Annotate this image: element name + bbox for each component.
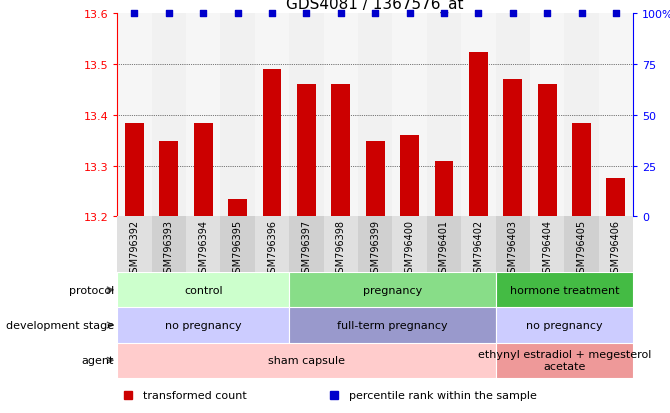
- Bar: [469, 52, 488, 217]
- Bar: [289, 308, 496, 343]
- Text: GSM796397: GSM796397: [302, 220, 312, 279]
- Bar: [461, 217, 496, 273]
- Text: agent: agent: [82, 355, 114, 366]
- Text: GSM796402: GSM796402: [474, 220, 483, 279]
- Text: GSM796393: GSM796393: [164, 220, 174, 278]
- Bar: [117, 343, 496, 378]
- Text: GSM796392: GSM796392: [129, 220, 139, 279]
- Bar: [297, 85, 316, 217]
- Bar: [117, 14, 151, 217]
- Point: [198, 11, 208, 18]
- Point: [336, 11, 346, 18]
- Point: [507, 11, 518, 18]
- Text: GSM796405: GSM796405: [577, 220, 586, 279]
- Bar: [324, 14, 358, 217]
- Bar: [220, 14, 255, 217]
- Text: sham capsule: sham capsule: [268, 355, 345, 366]
- Point: [610, 11, 621, 18]
- Bar: [324, 217, 358, 273]
- Point: [576, 11, 587, 18]
- Bar: [496, 217, 530, 273]
- Text: no pregnancy: no pregnancy: [526, 320, 603, 330]
- Bar: [358, 217, 393, 273]
- Text: GSM796406: GSM796406: [611, 220, 621, 278]
- Point: [370, 11, 381, 18]
- Point: [129, 11, 140, 18]
- Bar: [255, 14, 289, 217]
- Bar: [530, 217, 564, 273]
- Point: [232, 11, 243, 18]
- Text: GSM796398: GSM796398: [336, 220, 346, 278]
- Text: GSM796394: GSM796394: [198, 220, 208, 278]
- Bar: [159, 142, 178, 217]
- Text: GSM796403: GSM796403: [508, 220, 518, 278]
- Bar: [289, 273, 496, 308]
- Bar: [151, 217, 186, 273]
- Bar: [606, 179, 625, 217]
- Text: GSM796404: GSM796404: [542, 220, 552, 278]
- Bar: [366, 142, 385, 217]
- Text: GSM796401: GSM796401: [439, 220, 449, 278]
- Point: [404, 11, 415, 18]
- Text: GSM796400: GSM796400: [405, 220, 415, 278]
- Text: percentile rank within the sample: percentile rank within the sample: [350, 390, 537, 401]
- Bar: [289, 217, 324, 273]
- Bar: [599, 14, 633, 217]
- Bar: [599, 217, 633, 273]
- Bar: [393, 217, 427, 273]
- Text: pregnancy: pregnancy: [362, 285, 422, 295]
- Bar: [496, 343, 633, 378]
- Text: transformed count: transformed count: [143, 390, 247, 401]
- Text: control: control: [184, 285, 222, 295]
- Bar: [358, 14, 393, 217]
- Text: ethynyl estradiol + megesterol
acetate: ethynyl estradiol + megesterol acetate: [478, 349, 651, 371]
- Point: [267, 11, 277, 18]
- Bar: [228, 199, 247, 217]
- Bar: [117, 308, 289, 343]
- Text: protocol: protocol: [68, 285, 114, 295]
- Bar: [572, 123, 591, 217]
- Bar: [117, 273, 289, 308]
- Bar: [400, 136, 419, 217]
- Bar: [263, 70, 281, 217]
- Bar: [538, 85, 557, 217]
- Point: [163, 11, 174, 18]
- Bar: [289, 14, 324, 217]
- Bar: [427, 14, 461, 217]
- Bar: [393, 14, 427, 217]
- Bar: [151, 14, 186, 217]
- Text: full-term pregnancy: full-term pregnancy: [337, 320, 448, 330]
- Bar: [194, 123, 212, 217]
- Bar: [186, 217, 220, 273]
- Bar: [461, 14, 496, 217]
- Text: no pregnancy: no pregnancy: [165, 320, 242, 330]
- Point: [439, 11, 450, 18]
- Text: GSM796396: GSM796396: [267, 220, 277, 278]
- Point: [542, 11, 553, 18]
- Bar: [564, 217, 599, 273]
- Bar: [496, 308, 633, 343]
- Bar: [255, 217, 289, 273]
- Bar: [435, 161, 454, 217]
- Bar: [186, 14, 220, 217]
- Point: [473, 11, 484, 18]
- Text: development stage: development stage: [6, 320, 114, 330]
- Bar: [564, 14, 599, 217]
- Bar: [530, 14, 564, 217]
- Point: [301, 11, 312, 18]
- Bar: [496, 273, 633, 308]
- Text: hormone treatment: hormone treatment: [510, 285, 619, 295]
- Bar: [332, 85, 350, 217]
- Text: GSM796395: GSM796395: [232, 220, 243, 279]
- Bar: [503, 80, 522, 217]
- Bar: [496, 14, 530, 217]
- Bar: [427, 217, 461, 273]
- Bar: [117, 217, 151, 273]
- Title: GDS4081 / 1367576_at: GDS4081 / 1367576_at: [287, 0, 464, 13]
- Bar: [125, 123, 144, 217]
- Bar: [220, 217, 255, 273]
- Text: GSM796399: GSM796399: [371, 220, 380, 278]
